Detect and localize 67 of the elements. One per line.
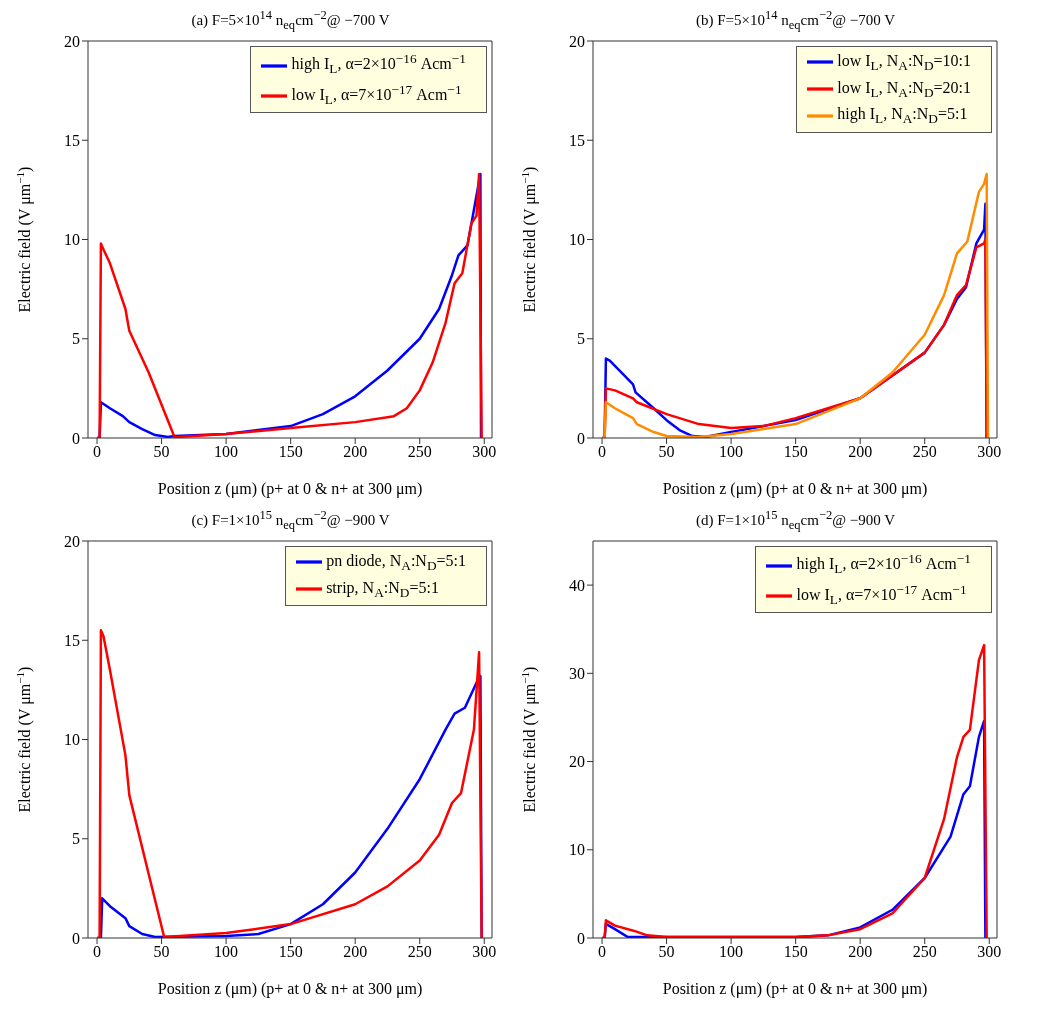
x-tick-label: 300: [977, 443, 1002, 461]
y-tick-label: 20: [64, 532, 80, 550]
legend-label: strip, N$_{A}$:N$_{D}$=5:1: [326, 578, 439, 600]
y-tick-label: 10: [569, 231, 585, 249]
x-tick-label: 300: [977, 943, 1002, 961]
x-tick-label: 0: [598, 443, 607, 461]
chart-title: (d) F=1×10$^{15}$ n$_{eq}$cm$^{−2}$@ −900 V: [694, 508, 897, 532]
x-tick-label: 150: [278, 443, 303, 461]
x-axis-title: Position z (μm) (p+ at 0 & n+ at 300 μm): [662, 480, 928, 498]
y-tick-label: 15: [569, 131, 585, 149]
legend-label: low I$_{L}$, N$_{A}$:N$_{D}$=10:1: [837, 51, 971, 73]
x-tick-label: 100: [214, 943, 239, 961]
legend-label: pn diode, N$_{A}$:N$_{D}$=5:1: [326, 551, 466, 573]
y-tick-label: 15: [64, 631, 80, 649]
legend-label: low I$_{L}$, α=7×10$^{−17}$ Acm$^{−1}$: [291, 81, 462, 108]
x-tick-label: 300: [472, 443, 497, 461]
x-tick-label: 250: [407, 943, 432, 961]
y-tick-label: 0: [577, 429, 585, 447]
y-tick-label: 0: [72, 429, 80, 447]
y-tick-label: 5: [72, 330, 80, 348]
x-tick-label: 100: [719, 943, 744, 961]
chart-title: (b) F=5×10$^{14}$ n$_{eq}$cm$^{−2}$@ −700 V: [694, 8, 897, 32]
line-series: [600, 643, 988, 938]
y-tick-label: 20: [64, 32, 80, 50]
x-tick-label: 150: [783, 943, 808, 961]
y-tick-label: 15: [64, 131, 80, 149]
y-tick-label: 20: [569, 32, 585, 50]
x-axis-title: Position z (μm) (p+ at 0 & n+ at 300 μm): [662, 980, 928, 998]
y-tick-label: 5: [577, 330, 585, 348]
y-tick-label: 40: [569, 576, 585, 594]
x-tick-label: 100: [719, 443, 744, 461]
y-tick-label: 0: [72, 929, 80, 947]
x-tick-label: 0: [598, 943, 607, 961]
y-tick-label: 10: [64, 731, 80, 749]
x-axis-title: Position z (μm) (p+ at 0 & n+ at 300 μm): [157, 980, 423, 998]
x-tick-label: 200: [848, 443, 873, 461]
line-series: [95, 172, 483, 438]
y-tick-label: 10: [569, 841, 585, 859]
x-tick-label: 50: [153, 443, 170, 461]
x-tick-label: 200: [848, 943, 873, 961]
x-tick-label: 150: [278, 943, 303, 961]
y-tick-label: 30: [569, 665, 585, 683]
legend-label: low I$_{L}$, N$_{A}$:N$_{D}$=20:1: [837, 78, 971, 100]
legend-label: high I$_{L}$, α=2×10$^{−16}$ Acm$^{−1}$: [291, 51, 466, 77]
x-tick-label: 250: [912, 443, 937, 461]
x-tick-label: 200: [343, 943, 368, 961]
x-axis-title: Position z (μm) (p+ at 0 & n+ at 300 μm): [157, 480, 423, 498]
legend-label: low I$_{L}$, α=7×10$^{−17}$ Acm$^{−1}$: [796, 581, 967, 608]
legend-label: high I$_{L}$, N$_{A}$:N$_{D}$=5:1: [837, 105, 968, 127]
x-tick-label: 0: [93, 943, 102, 961]
x-tick-label: 50: [658, 443, 675, 461]
x-tick-label: 0: [93, 443, 102, 461]
x-tick-label: 50: [658, 943, 675, 961]
chart-title: (a) F=5×10$^{14}$ n$_{eq}$cm$^{−2}$@ −700 V: [190, 8, 391, 32]
chart-title: (c) F=1×10$^{15}$ n$_{eq}$cm$^{−2}$@ −900 V: [190, 508, 391, 532]
y-tick-label: 0: [577, 929, 585, 947]
x-tick-label: 300: [472, 943, 497, 961]
x-tick-label: 100: [214, 443, 239, 461]
x-tick-label: 200: [343, 443, 368, 461]
y-tick-label: 5: [72, 830, 80, 848]
y-tick-label: 10: [64, 231, 80, 249]
x-tick-label: 150: [783, 443, 808, 461]
y-tick-label: 20: [569, 753, 585, 771]
legend-label: high I$_{L}$, α=2×10$^{−16}$ Acm$^{−1}$: [796, 551, 971, 577]
x-tick-label: 250: [407, 443, 432, 461]
x-tick-label: 250: [912, 943, 937, 961]
x-tick-label: 50: [153, 943, 170, 961]
